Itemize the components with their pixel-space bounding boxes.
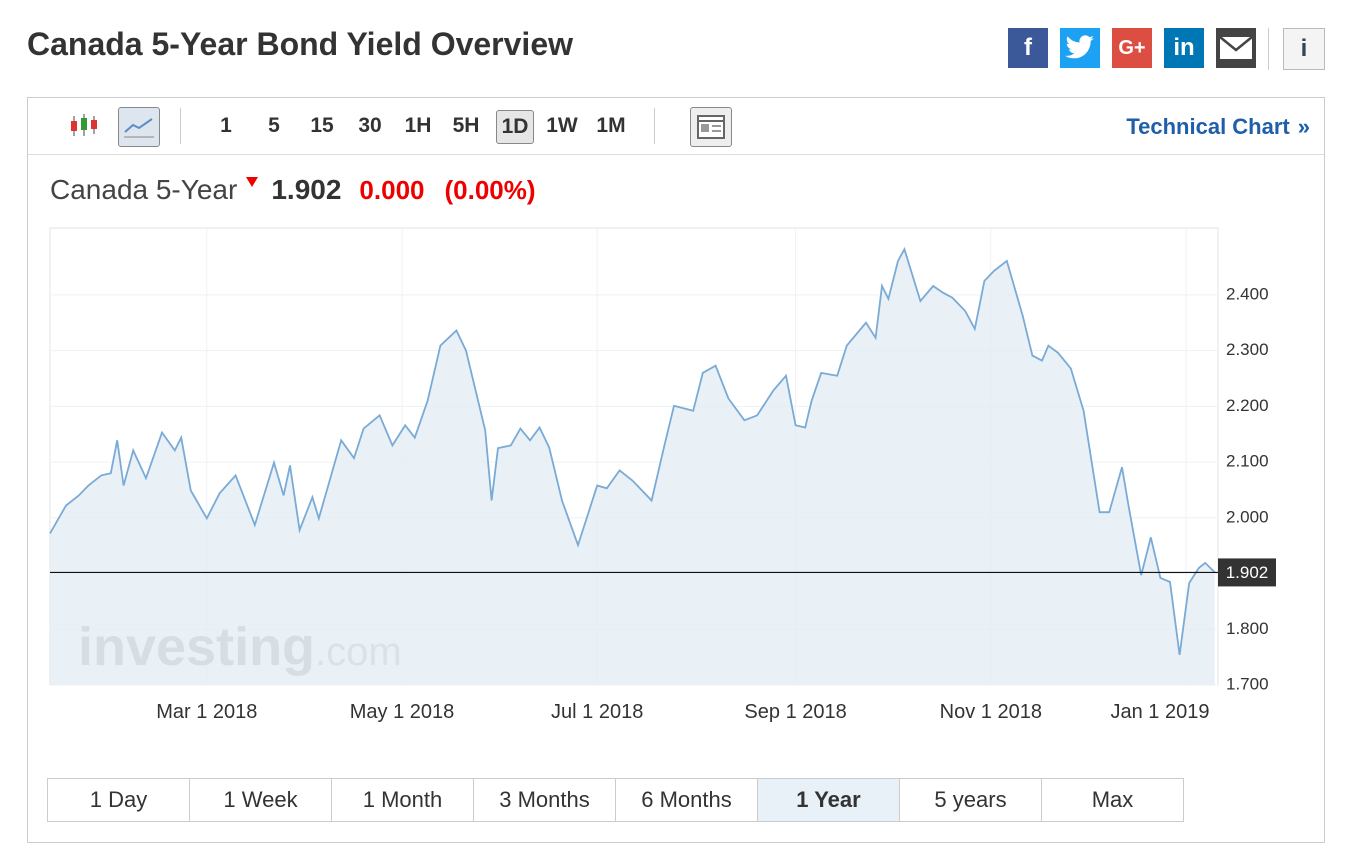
interval-button[interactable]: 1H bbox=[404, 114, 432, 137]
interval-button[interactable]: 1W bbox=[546, 114, 578, 137]
area bbox=[50, 249, 1215, 685]
range-button[interactable]: 6 Months bbox=[615, 778, 758, 822]
envelope bbox=[1219, 36, 1253, 59]
twitter-icon[interactable] bbox=[1060, 28, 1100, 68]
x-tick-label: Mar 1 2018 bbox=[156, 701, 257, 723]
info-icon[interactable]: i bbox=[1283, 28, 1325, 70]
news-button[interactable] bbox=[690, 107, 732, 147]
link-text[interactable]: Technical Chart bbox=[1126, 114, 1290, 139]
instrument-name: Canada 5-Year bbox=[50, 174, 238, 205]
google-plus-icon[interactable]: G+ bbox=[1112, 28, 1152, 68]
linkedin-icon[interactable]: in bbox=[1164, 28, 1204, 68]
change-percent: (0.00%) bbox=[444, 175, 536, 205]
x-tick-label: Jul 1 2018 bbox=[551, 701, 643, 723]
technical-chart-link[interactable]: Technical Chart » bbox=[1126, 114, 1310, 140]
interval-button[interactable]: 15 bbox=[310, 114, 334, 137]
interval-button[interactable]: 1D bbox=[496, 110, 534, 144]
divider bbox=[1268, 28, 1269, 70]
news-icon bbox=[697, 115, 725, 139]
y-tick-label: 2.400 bbox=[1226, 284, 1269, 303]
down-arrow bbox=[246, 177, 259, 187]
range-button[interactable]: 1 Week bbox=[189, 778, 332, 822]
x-tick-label: May 1 2018 bbox=[350, 701, 455, 723]
range-button[interactable]: 3 Months bbox=[473, 778, 616, 822]
interval-button[interactable]: 30 bbox=[358, 114, 382, 137]
range-button[interactable]: 1 Day bbox=[47, 778, 190, 822]
interval-button[interactable]: 5H bbox=[452, 114, 480, 137]
y-tick-label: 1.800 bbox=[1226, 619, 1269, 638]
divider bbox=[180, 108, 181, 144]
x-tick-label: Jan 1 2019 bbox=[1111, 701, 1210, 723]
twitter-bird bbox=[1065, 35, 1094, 59]
range-button[interactable]: 1 Year bbox=[757, 778, 900, 822]
last-price-tag bbox=[1218, 558, 1276, 587]
price-line bbox=[49, 246, 1216, 656]
range-buttons: 1 Day 1 Week 1 Month 3 Months 6 Months 1 Year… bbox=[47, 778, 1184, 822]
range-button[interactable]: 1 Month bbox=[331, 778, 474, 822]
chart: 1.7001.8001.9002.0002.1002.2002.3002.400… bbox=[49, 227, 1276, 723]
interval-button[interactable]: 1M bbox=[596, 114, 626, 137]
x-tick-label: Nov 1 2018 bbox=[940, 701, 1042, 723]
candlestick-button[interactable] bbox=[68, 110, 100, 142]
interval-button[interactable]: 1 bbox=[220, 114, 232, 137]
x-tick-label: Sep 1 2018 bbox=[744, 701, 846, 723]
line-icon bbox=[124, 118, 154, 138]
interval-button[interactable]: 5 bbox=[268, 114, 280, 137]
chart-widget bbox=[27, 97, 1325, 843]
line-chart-button[interactable] bbox=[118, 107, 160, 147]
toolbar: 1 5 15 30 1H 5H 1D 1W 1M bbox=[28, 98, 1324, 155]
range-button[interactable]: Max bbox=[1041, 778, 1184, 822]
divider bbox=[654, 108, 655, 144]
y-tick-label: 2.300 bbox=[1226, 340, 1269, 359]
change: 0.000 bbox=[359, 175, 425, 205]
y-tick-label: 2.000 bbox=[1226, 507, 1269, 526]
y-tick-label: 2.200 bbox=[1226, 396, 1269, 415]
quote-line: Canada 5-Year 1.902 0.000 (0.00%) bbox=[50, 174, 536, 206]
y-tick-label: 2.100 bbox=[1226, 452, 1269, 471]
email-icon[interactable] bbox=[1216, 28, 1256, 68]
last-price-label: 1.902 bbox=[1226, 563, 1269, 582]
page-title: Canada 5-Year Bond Yield Overview bbox=[27, 26, 573, 62]
range-button[interactable]: 5 years bbox=[899, 778, 1042, 822]
link-arrows: » bbox=[1297, 114, 1310, 139]
facebook-icon[interactable]: f bbox=[1008, 28, 1048, 68]
y-tick-label: 1.700 bbox=[1226, 674, 1269, 693]
last-price: 1.902 bbox=[271, 174, 342, 205]
